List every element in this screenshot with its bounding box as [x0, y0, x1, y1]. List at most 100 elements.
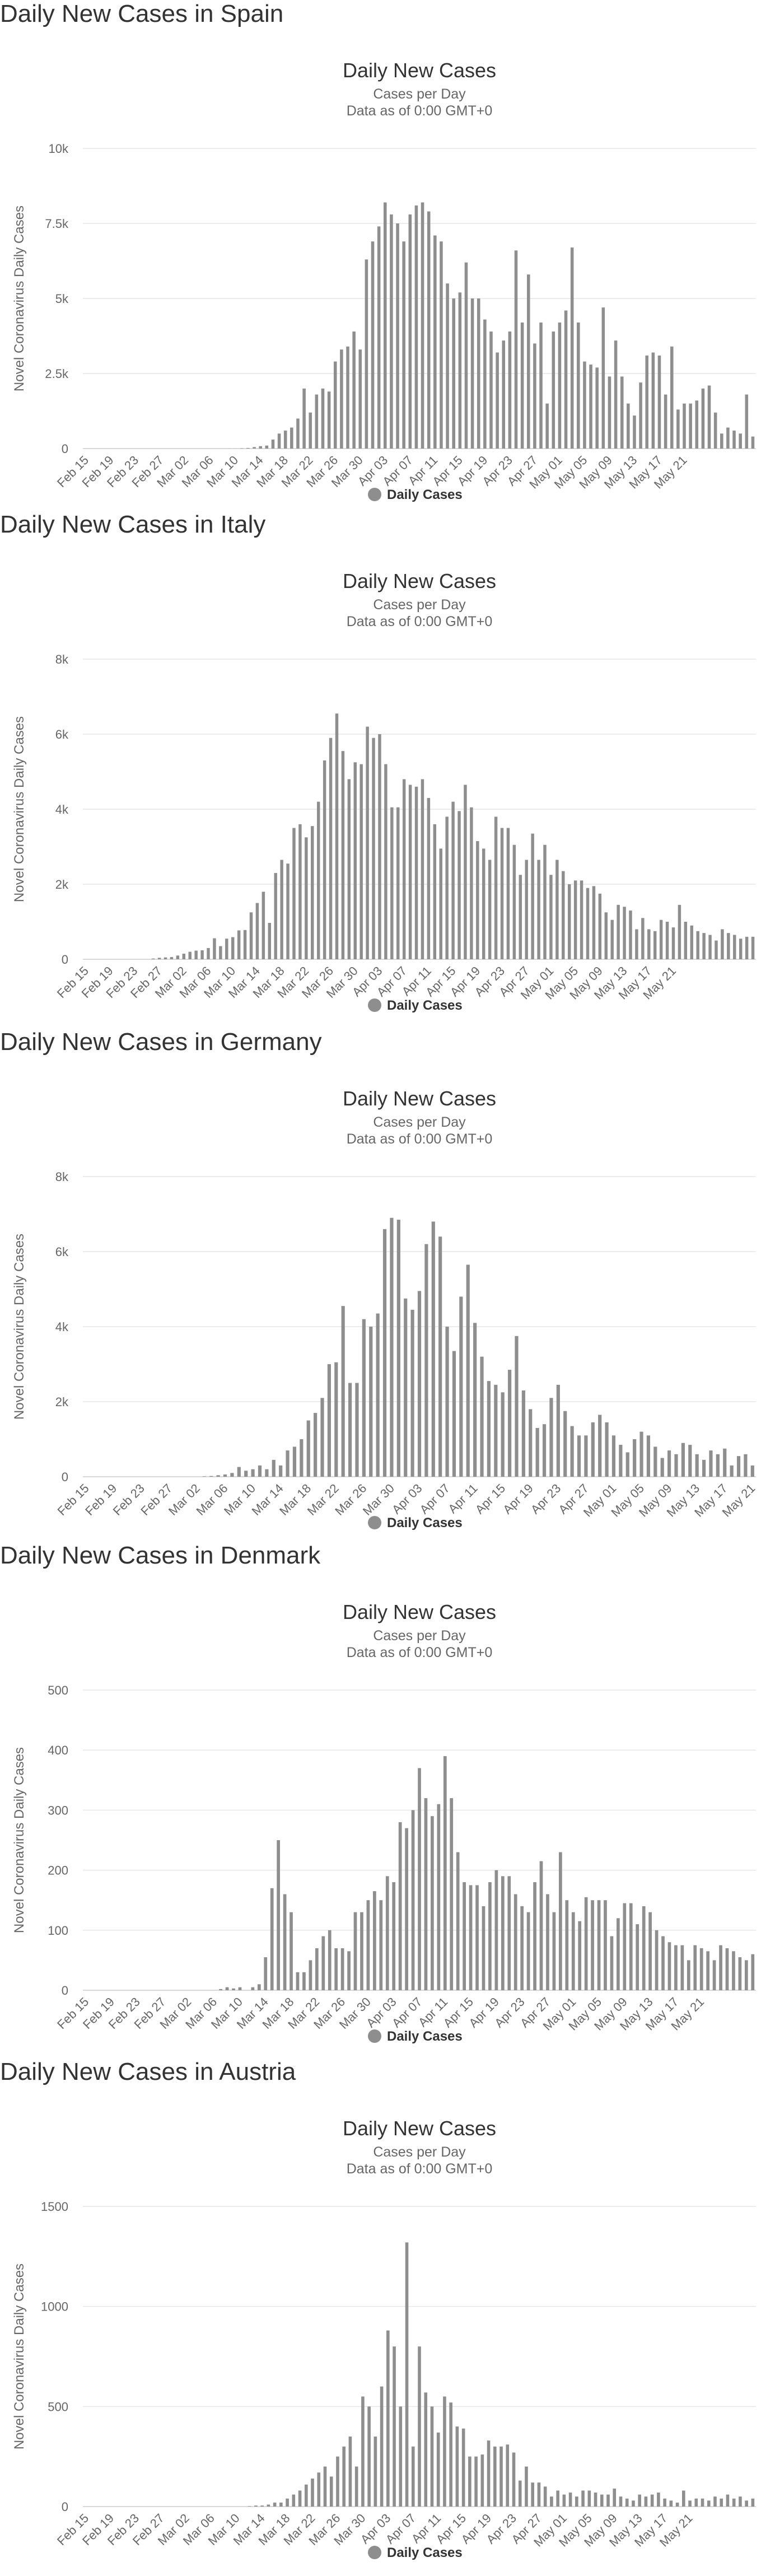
bar[interactable] [694, 2498, 698, 2507]
bar[interactable] [374, 2436, 377, 2507]
bar[interactable] [650, 2494, 654, 2507]
bar[interactable] [584, 1435, 588, 1477]
bar[interactable] [445, 1327, 449, 1477]
bar[interactable] [529, 1409, 533, 1477]
bar[interactable] [600, 2494, 604, 2507]
bar[interactable] [329, 738, 333, 959]
bar[interactable] [402, 241, 405, 449]
bar[interactable] [366, 726, 369, 959]
bar[interactable] [733, 935, 736, 959]
bar[interactable] [408, 785, 412, 959]
bar[interactable] [352, 331, 356, 449]
bar[interactable] [674, 1454, 678, 1477]
bar[interactable] [157, 958, 161, 959]
bar[interactable] [334, 1362, 338, 1477]
bar[interactable] [329, 2476, 333, 2507]
bar[interactable] [445, 816, 449, 959]
bar[interactable] [633, 1439, 637, 1477]
bar[interactable] [372, 738, 375, 959]
bar[interactable] [468, 2456, 471, 2507]
bar[interactable] [321, 1936, 325, 1990]
bar[interactable] [440, 241, 443, 449]
bar[interactable] [487, 2440, 491, 2507]
bar[interactable] [411, 1810, 415, 1990]
bar[interactable] [506, 2444, 510, 2507]
bar[interactable] [562, 871, 565, 959]
bar[interactable] [390, 214, 393, 449]
bar[interactable] [317, 2472, 321, 2507]
bar[interactable] [470, 807, 473, 959]
bar[interactable] [476, 841, 479, 959]
bar[interactable] [277, 1840, 281, 1990]
bar[interactable] [535, 1427, 539, 1477]
bar[interactable] [302, 1972, 306, 1990]
bar[interactable] [745, 394, 749, 449]
bar[interactable] [437, 1804, 441, 1990]
bar[interactable] [671, 927, 675, 959]
bar[interactable] [341, 1306, 345, 1477]
bar[interactable] [577, 322, 580, 449]
bar[interactable] [473, 1323, 477, 1477]
bar[interactable] [537, 860, 540, 959]
bar[interactable] [513, 1894, 517, 1990]
bar[interactable] [570, 247, 574, 449]
bar[interactable] [695, 1454, 699, 1477]
bar[interactable] [365, 259, 368, 449]
bar[interactable] [587, 2490, 591, 2507]
bar[interactable] [584, 1897, 588, 1990]
bar[interactable] [452, 298, 455, 449]
bar[interactable] [578, 1921, 582, 1990]
bar[interactable] [719, 1945, 722, 1990]
bar[interactable] [342, 2446, 346, 2507]
bar[interactable] [402, 779, 406, 959]
bar[interactable] [614, 340, 618, 449]
bar[interactable] [604, 1900, 607, 1990]
bar[interactable] [732, 2498, 736, 2507]
bar[interactable] [531, 2482, 535, 2507]
bar[interactable] [283, 430, 287, 449]
bar[interactable] [706, 1951, 710, 1990]
bar[interactable] [458, 292, 462, 449]
bar[interactable] [482, 848, 485, 959]
bar[interactable] [487, 1381, 491, 1477]
bar[interactable] [669, 2500, 673, 2507]
bar[interactable] [558, 1852, 562, 1990]
bar[interactable] [265, 1469, 269, 1477]
bar[interactable] [362, 1319, 366, 1477]
bar[interactable] [283, 1894, 287, 1990]
bar[interactable] [398, 1822, 402, 1990]
bar[interactable] [182, 953, 186, 959]
bar[interactable] [494, 1384, 498, 1477]
bar[interactable] [216, 1475, 220, 1477]
bar[interactable] [439, 848, 442, 959]
bar[interactable] [405, 1828, 408, 1990]
bar[interactable] [290, 1912, 293, 1990]
bar[interactable] [449, 2402, 452, 2507]
bar[interactable] [316, 801, 320, 959]
bar[interactable] [636, 1924, 639, 1990]
bar[interactable] [550, 2496, 553, 2507]
bar[interactable] [488, 860, 492, 959]
bar[interactable] [648, 1912, 652, 1990]
bar[interactable] [311, 2478, 314, 2507]
bar[interactable] [237, 1467, 241, 1477]
bar[interactable] [744, 1454, 748, 1477]
bar[interactable] [427, 797, 431, 959]
bar[interactable] [230, 1473, 234, 1477]
bar[interactable] [396, 807, 400, 959]
bar[interactable] [702, 933, 706, 959]
bar[interactable] [427, 211, 431, 449]
bar[interactable] [564, 310, 568, 449]
legend-item[interactable]: Daily Cases [368, 2545, 463, 2560]
bar[interactable] [436, 2432, 440, 2507]
bar[interactable] [438, 1236, 442, 1477]
bar[interactable] [321, 388, 325, 449]
bar[interactable] [202, 1476, 206, 1477]
bar[interactable] [689, 403, 692, 449]
bar[interactable] [633, 416, 636, 449]
bar[interactable] [546, 1894, 549, 1990]
bar[interactable] [346, 346, 349, 449]
bar[interactable] [556, 2490, 559, 2507]
bar[interactable] [414, 786, 418, 959]
bar[interactable] [570, 1426, 574, 1477]
